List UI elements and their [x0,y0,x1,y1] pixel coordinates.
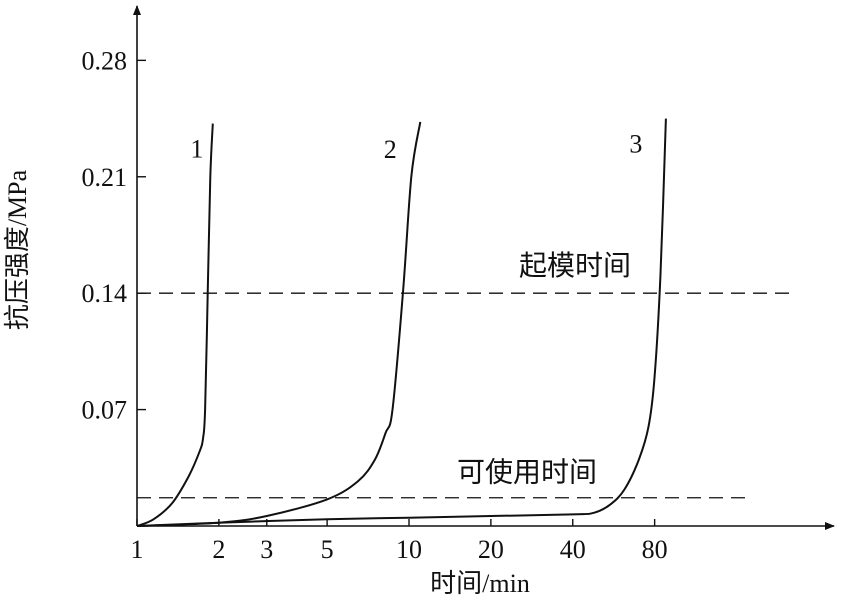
x-tick-label: 3 [260,535,273,564]
series-group: 1 2 3 [136,118,667,527]
y-tick-label: 0.21 [82,163,128,192]
y-tick-label: 0.28 [82,46,128,75]
x-tick-label: 5 [321,535,334,564]
series-label: 2 [384,135,397,164]
x-tick-group: 1 2 3 5 10 20 40 80 [131,519,668,564]
series-line [136,121,422,527]
series-label: 3 [629,130,642,159]
x-tick-label: 80 [642,535,668,564]
y-tick-label: 0.14 [82,279,128,308]
y-tick-label: 0.07 [82,396,128,425]
series-label: 1 [190,135,203,164]
series-line [136,118,667,527]
x-tick-label: 20 [478,535,504,564]
series-line [136,123,214,527]
y-axis-title: 抗压强度/MPa [3,169,32,330]
x-tick-label: 40 [560,535,586,564]
y-tick-group: 0.07 0.14 0.21 0.28 [82,46,146,425]
reference-line-label: 起模时间 [519,250,631,282]
x-tick-label: 10 [396,535,422,564]
reference-line-label: 可使用时间 [457,457,597,489]
x-tick-label: 1 [131,535,144,564]
x-axis-title: 时间/min [430,569,530,598]
x-tick-label: 2 [212,535,225,564]
